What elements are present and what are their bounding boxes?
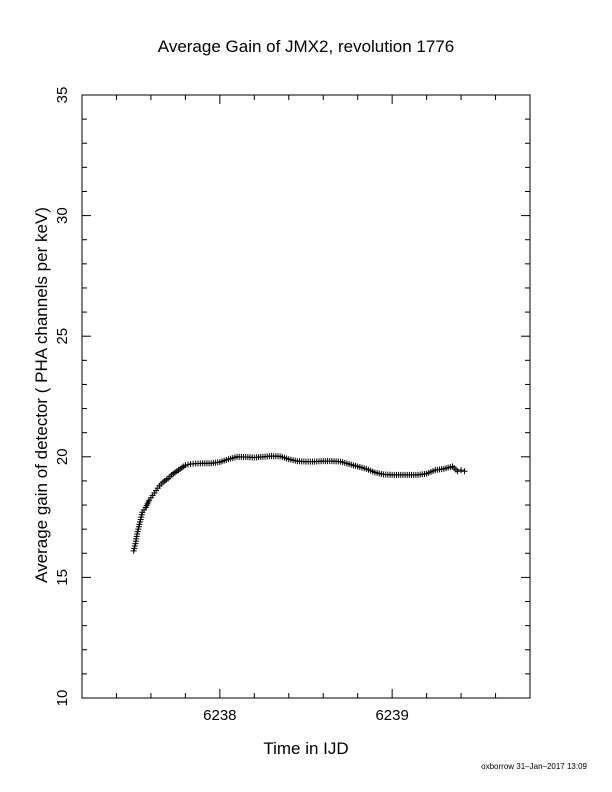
data-point xyxy=(454,468,461,475)
y-tick-label: 25 xyxy=(54,328,71,345)
data-points xyxy=(130,453,468,554)
data-point xyxy=(184,461,191,468)
data-point xyxy=(461,468,468,475)
axis-tick-labels: 10 15 20 25 30 35 6238 6239 xyxy=(54,87,409,724)
y-tick-label: 20 xyxy=(54,448,71,465)
y-tick-label: 10 xyxy=(54,690,71,707)
plot-frame xyxy=(81,94,531,699)
chart-title: Average Gain of JMX2, revolution 1776 xyxy=(158,37,454,56)
y-tick-label: 30 xyxy=(54,207,71,224)
axis-ticks xyxy=(81,94,531,699)
footer-credit: oxborrow 31–Jan–2017 13:09 xyxy=(481,762,587,771)
x-tick-label: 6239 xyxy=(375,707,408,724)
y-tick-label: 15 xyxy=(54,569,71,586)
data-point xyxy=(182,462,189,469)
y-tick-label: 35 xyxy=(54,87,71,104)
y-axis-title: Average gain of detector ( PHA channels … xyxy=(32,207,51,583)
x-axis-title: Time in IJD xyxy=(263,739,348,758)
x-tick-label: 6238 xyxy=(203,707,236,724)
data-point xyxy=(458,467,465,474)
